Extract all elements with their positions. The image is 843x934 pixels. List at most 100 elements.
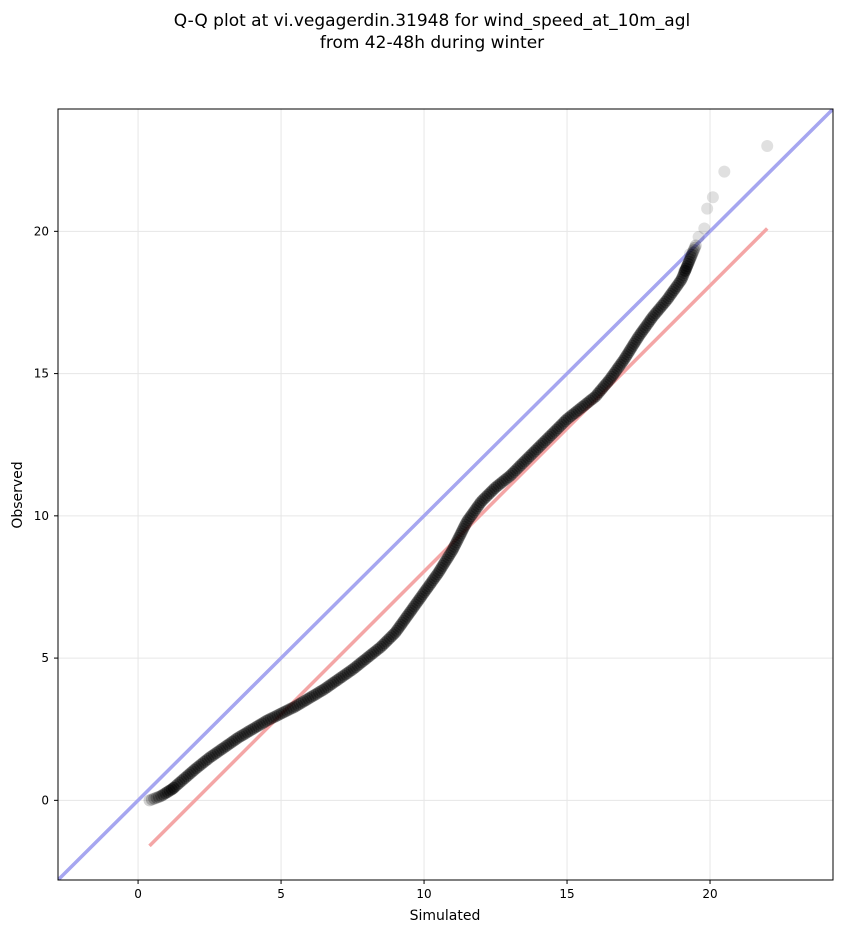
data-point (210, 747, 223, 760)
data-point (599, 378, 612, 391)
data-point (536, 437, 549, 450)
data-point (308, 688, 321, 701)
data-point (659, 295, 672, 308)
data-point (629, 335, 642, 348)
data-point (315, 685, 328, 698)
data-point (550, 423, 563, 436)
data-point (470, 502, 483, 515)
data-point (552, 422, 565, 435)
data-point (701, 202, 714, 215)
data-point (459, 518, 472, 531)
x-tick-label: 10 (416, 887, 431, 901)
data-point (357, 654, 370, 667)
x-tick-label: 20 (702, 887, 717, 901)
data-point (593, 386, 606, 399)
data-point (688, 241, 701, 254)
data-point (353, 657, 366, 670)
data-point (188, 763, 201, 776)
data-point (553, 420, 566, 433)
data-point (492, 478, 505, 491)
data-point (607, 368, 620, 381)
data-point (435, 561, 448, 574)
data-point (668, 283, 681, 296)
data-point (516, 457, 529, 470)
data-point (400, 610, 413, 623)
data-point (260, 714, 273, 727)
data-point (405, 604, 418, 617)
data-point (216, 742, 229, 755)
data-point (173, 776, 186, 789)
data-point (421, 582, 434, 595)
data-point (458, 520, 471, 533)
data-point (506, 467, 519, 480)
data-point (684, 251, 697, 264)
data-point (445, 545, 458, 558)
data-point (644, 313, 657, 326)
data-point (339, 668, 352, 681)
data-point (586, 393, 599, 406)
data-point (378, 637, 391, 650)
data-point (636, 325, 649, 338)
data-point (232, 731, 245, 744)
data-point (282, 703, 295, 716)
data-point (428, 572, 441, 585)
x-axis-ticks: 0 5 10 15 20 (134, 880, 718, 901)
data-point (530, 443, 543, 456)
data-point (591, 388, 604, 401)
data-point (415, 590, 428, 603)
data-point (529, 444, 542, 457)
data-point (329, 675, 342, 688)
data-point (287, 701, 300, 714)
data-point (226, 735, 239, 748)
data-point (402, 608, 415, 621)
data-point (291, 699, 304, 712)
data-point (382, 633, 395, 646)
data-point (441, 551, 454, 564)
data-point (253, 718, 266, 731)
data-point (541, 432, 554, 445)
chart-subtitle: from 42-48h during winter (320, 33, 544, 53)
data-point (351, 659, 364, 672)
data-point (236, 728, 249, 741)
data-point (333, 672, 346, 685)
data-point (297, 695, 310, 708)
data-point (589, 389, 602, 402)
data-point (182, 768, 195, 781)
data-point (618, 352, 631, 365)
data-point (523, 450, 536, 463)
data-point (608, 366, 621, 379)
data-point (683, 255, 696, 268)
data-point (572, 403, 585, 416)
data-point (306, 690, 319, 703)
data-point (203, 751, 216, 764)
data-point (628, 337, 641, 350)
data-point (152, 790, 165, 803)
data-point (665, 288, 678, 301)
data-point (473, 498, 486, 511)
data-point (478, 492, 491, 505)
data-point (300, 694, 313, 707)
data-point (514, 458, 527, 471)
data-point (269, 710, 282, 723)
data-point (380, 635, 393, 648)
data-point (566, 408, 579, 421)
data-point (224, 737, 237, 750)
data-point (175, 775, 188, 788)
data-point (412, 594, 425, 607)
data-point (355, 656, 368, 669)
data-point (675, 273, 688, 286)
data-point (178, 772, 191, 785)
data-point (198, 756, 211, 769)
data-point (614, 358, 627, 371)
data-point (426, 574, 439, 587)
data-point (622, 346, 635, 359)
data-point (507, 465, 520, 478)
data-point (431, 568, 444, 581)
data-point (373, 642, 386, 655)
data-point (194, 759, 207, 772)
data-point (389, 626, 402, 639)
data-point (485, 485, 498, 498)
data-point (390, 624, 403, 637)
data-point (518, 455, 531, 468)
data-point (273, 708, 286, 721)
